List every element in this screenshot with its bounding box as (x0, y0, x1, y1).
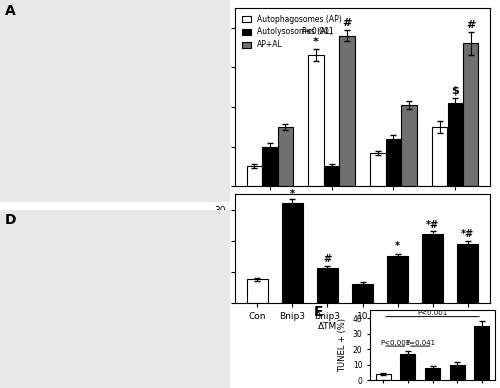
Text: Bnip3+
TFEB: Bnip3+ TFEB (434, 333, 466, 352)
Text: *#: *# (426, 220, 440, 230)
Bar (262, 147, 278, 186)
Bar (352, 284, 373, 303)
Bar (370, 152, 386, 186)
Bar (400, 354, 415, 380)
Bar (317, 268, 338, 303)
Y-axis label: Number per nucleus: Number per nucleus (199, 47, 209, 147)
Text: #: # (466, 19, 475, 29)
Text: TFEB: TFEB (370, 333, 390, 342)
Text: P<0.001: P<0.001 (418, 310, 448, 316)
Bar (387, 256, 408, 303)
Bar (282, 203, 303, 303)
Text: A: A (4, 4, 16, 18)
Legend: Autophagosomes (AP), Autolysosomes (AL), AP+AL: Autophagosomes (AP), Autolysosomes (AL),… (239, 12, 345, 52)
Bar (458, 244, 478, 303)
Bar (422, 234, 444, 303)
Text: C: C (189, 189, 200, 203)
Bar (474, 326, 490, 380)
Text: $: $ (452, 86, 459, 96)
Bar (308, 55, 324, 186)
Bar (376, 374, 390, 380)
Y-axis label: Cell death (%): Cell death (%) (199, 213, 209, 283)
Text: *: * (395, 241, 400, 251)
Bar (386, 139, 401, 186)
Bar (278, 127, 293, 186)
Bar (425, 368, 440, 380)
Text: #: # (324, 254, 332, 264)
Text: P<0.001: P<0.001 (301, 26, 334, 36)
Text: P=0.041: P=0.041 (405, 340, 435, 346)
Text: P<0.001: P<0.001 (380, 340, 410, 346)
Bar (401, 105, 416, 186)
Bar (324, 166, 340, 186)
Text: *: * (290, 189, 295, 199)
Bar (450, 365, 464, 380)
Text: E: E (314, 305, 323, 319)
Bar (463, 43, 478, 186)
Text: *: * (313, 37, 319, 47)
Bar (246, 166, 262, 186)
Bar (340, 36, 355, 186)
Bar (432, 127, 448, 186)
Y-axis label: TUNEL + (%): TUNEL + (%) (338, 318, 347, 372)
Text: B: B (189, 4, 200, 18)
Text: D: D (4, 213, 16, 227)
Text: #: # (342, 17, 351, 28)
Bar (448, 103, 463, 186)
Text: *#: *# (462, 229, 474, 239)
Bar (246, 279, 268, 303)
